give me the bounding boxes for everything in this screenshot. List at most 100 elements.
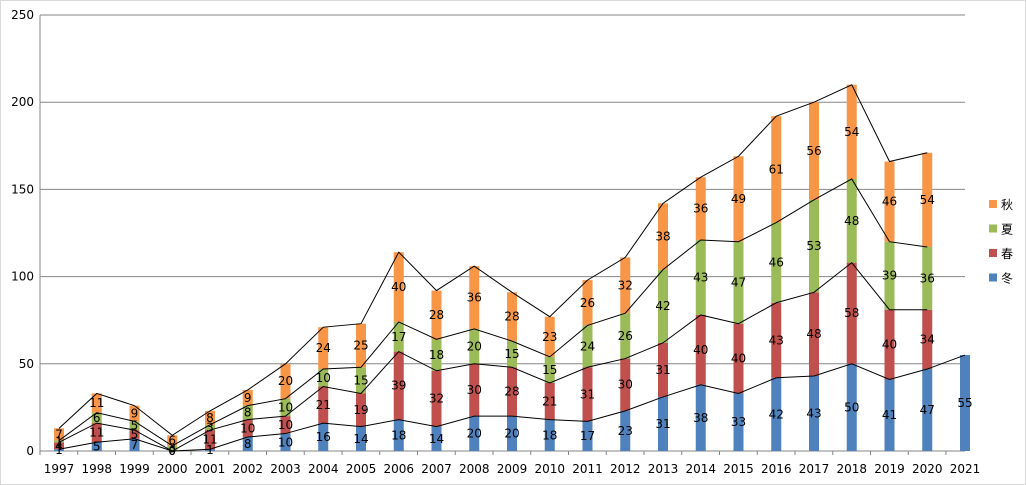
bar-segment (54, 442, 64, 450)
bar-segment (205, 410, 215, 425)
bar-segment (54, 440, 64, 443)
data-label: 40 (731, 352, 746, 366)
data-label: 17 (391, 330, 406, 344)
x-tick-label: 1999 (119, 462, 150, 476)
data-label: 21 (542, 394, 557, 408)
x-tick-label: 2003 (270, 462, 301, 476)
series-line (58, 178, 928, 447)
bar-segment (318, 386, 329, 424)
bar-segment (280, 433, 291, 451)
bar-segment (544, 382, 555, 420)
bar-segment (620, 257, 631, 314)
data-label: 49 (731, 192, 746, 206)
bar-segment (544, 316, 555, 357)
bar-segment (695, 177, 706, 240)
data-label: 3 (206, 420, 214, 434)
bar-segment (431, 290, 442, 340)
y-tick-label: 150 (11, 182, 34, 196)
bar-segment (318, 369, 329, 387)
bar-segment (242, 389, 253, 406)
y-tick-label: 0 (26, 444, 34, 458)
bar-segment (167, 435, 178, 446)
data-label: 1 (55, 443, 63, 457)
data-label: 54 (920, 193, 935, 207)
bar-segment (280, 416, 291, 434)
series-lines (58, 84, 966, 452)
x-tick-label: 2016 (761, 462, 792, 476)
series-line (58, 261, 928, 452)
data-label: 55 (957, 396, 972, 410)
data-label: 14 (429, 432, 444, 446)
data-label: 53 (806, 239, 821, 253)
bar-segment (846, 84, 857, 179)
bar-segment (393, 351, 404, 420)
data-label: 26 (580, 296, 595, 310)
data-label: 11 (202, 433, 217, 447)
bar-segment (91, 423, 102, 443)
data-label: 30 (467, 383, 482, 397)
bar-segment (582, 280, 593, 326)
bar-segment (771, 302, 782, 378)
bar-segment (356, 426, 366, 451)
bar-segment (658, 342, 668, 397)
bar-segment (884, 309, 895, 380)
bar-segment (205, 449, 215, 451)
bar-segment (431, 339, 442, 371)
bar-segment (356, 323, 366, 368)
data-label: 5 (131, 427, 139, 441)
bar-segment (205, 424, 215, 431)
bar-segment (582, 367, 593, 422)
x-tick-label: 2020 (912, 462, 943, 476)
bar-segment (393, 252, 404, 322)
bar-segment (393, 321, 404, 352)
data-label: 20 (278, 374, 293, 388)
data-label: 36 (693, 202, 708, 216)
data-label: 5 (131, 419, 139, 433)
data-label: 11 (89, 396, 104, 410)
data-label: 47 (731, 276, 746, 290)
bar-segment (771, 116, 782, 223)
bar-segment (356, 367, 366, 394)
bar-segment (884, 241, 895, 310)
bar-segment (242, 419, 253, 438)
bar-segment (658, 203, 668, 270)
data-label: 34 (920, 332, 935, 346)
x-tick-label: 2014 (685, 462, 716, 476)
data-label: 20 (467, 339, 482, 353)
x-tick-label: 2018 (836, 462, 867, 476)
bar-segment (129, 430, 140, 439)
bar-segment (846, 262, 857, 364)
bar-segment (884, 161, 895, 242)
data-label: 58 (844, 306, 859, 320)
data-label: 15 (504, 347, 519, 361)
bar-segment (695, 314, 706, 385)
data-label: 31 (655, 363, 670, 377)
data-label: 48 (844, 214, 859, 228)
data-label: 8 (206, 411, 214, 425)
data-label: 18 (542, 428, 557, 442)
data-label: 42 (769, 407, 784, 421)
bar-segment (54, 449, 64, 451)
x-tick-label: 2015 (723, 462, 754, 476)
data-label: 30 (618, 378, 633, 392)
x-tick-label: 2007 (421, 462, 452, 476)
legend-swatch (989, 249, 997, 257)
data-label: 4 (55, 439, 63, 453)
x-tick-label: 2010 (534, 462, 565, 476)
data-label: 46 (769, 256, 784, 270)
data-label: 10 (316, 371, 331, 385)
bar-segment (846, 363, 857, 451)
bar-segment (658, 396, 668, 451)
bar-segment (431, 426, 442, 451)
bar-segment (809, 199, 819, 293)
data-label: 43 (806, 407, 821, 421)
data-label: 40 (693, 343, 708, 357)
x-tick-label: 2012 (610, 462, 641, 476)
series-line (58, 84, 928, 436)
data-labels: 1417511611755900361113881089101010201621… (55, 125, 972, 458)
bar-segment (771, 222, 782, 303)
legend-swatch (989, 273, 997, 282)
data-label: 9 (131, 407, 139, 421)
data-label: 6 (168, 434, 176, 448)
